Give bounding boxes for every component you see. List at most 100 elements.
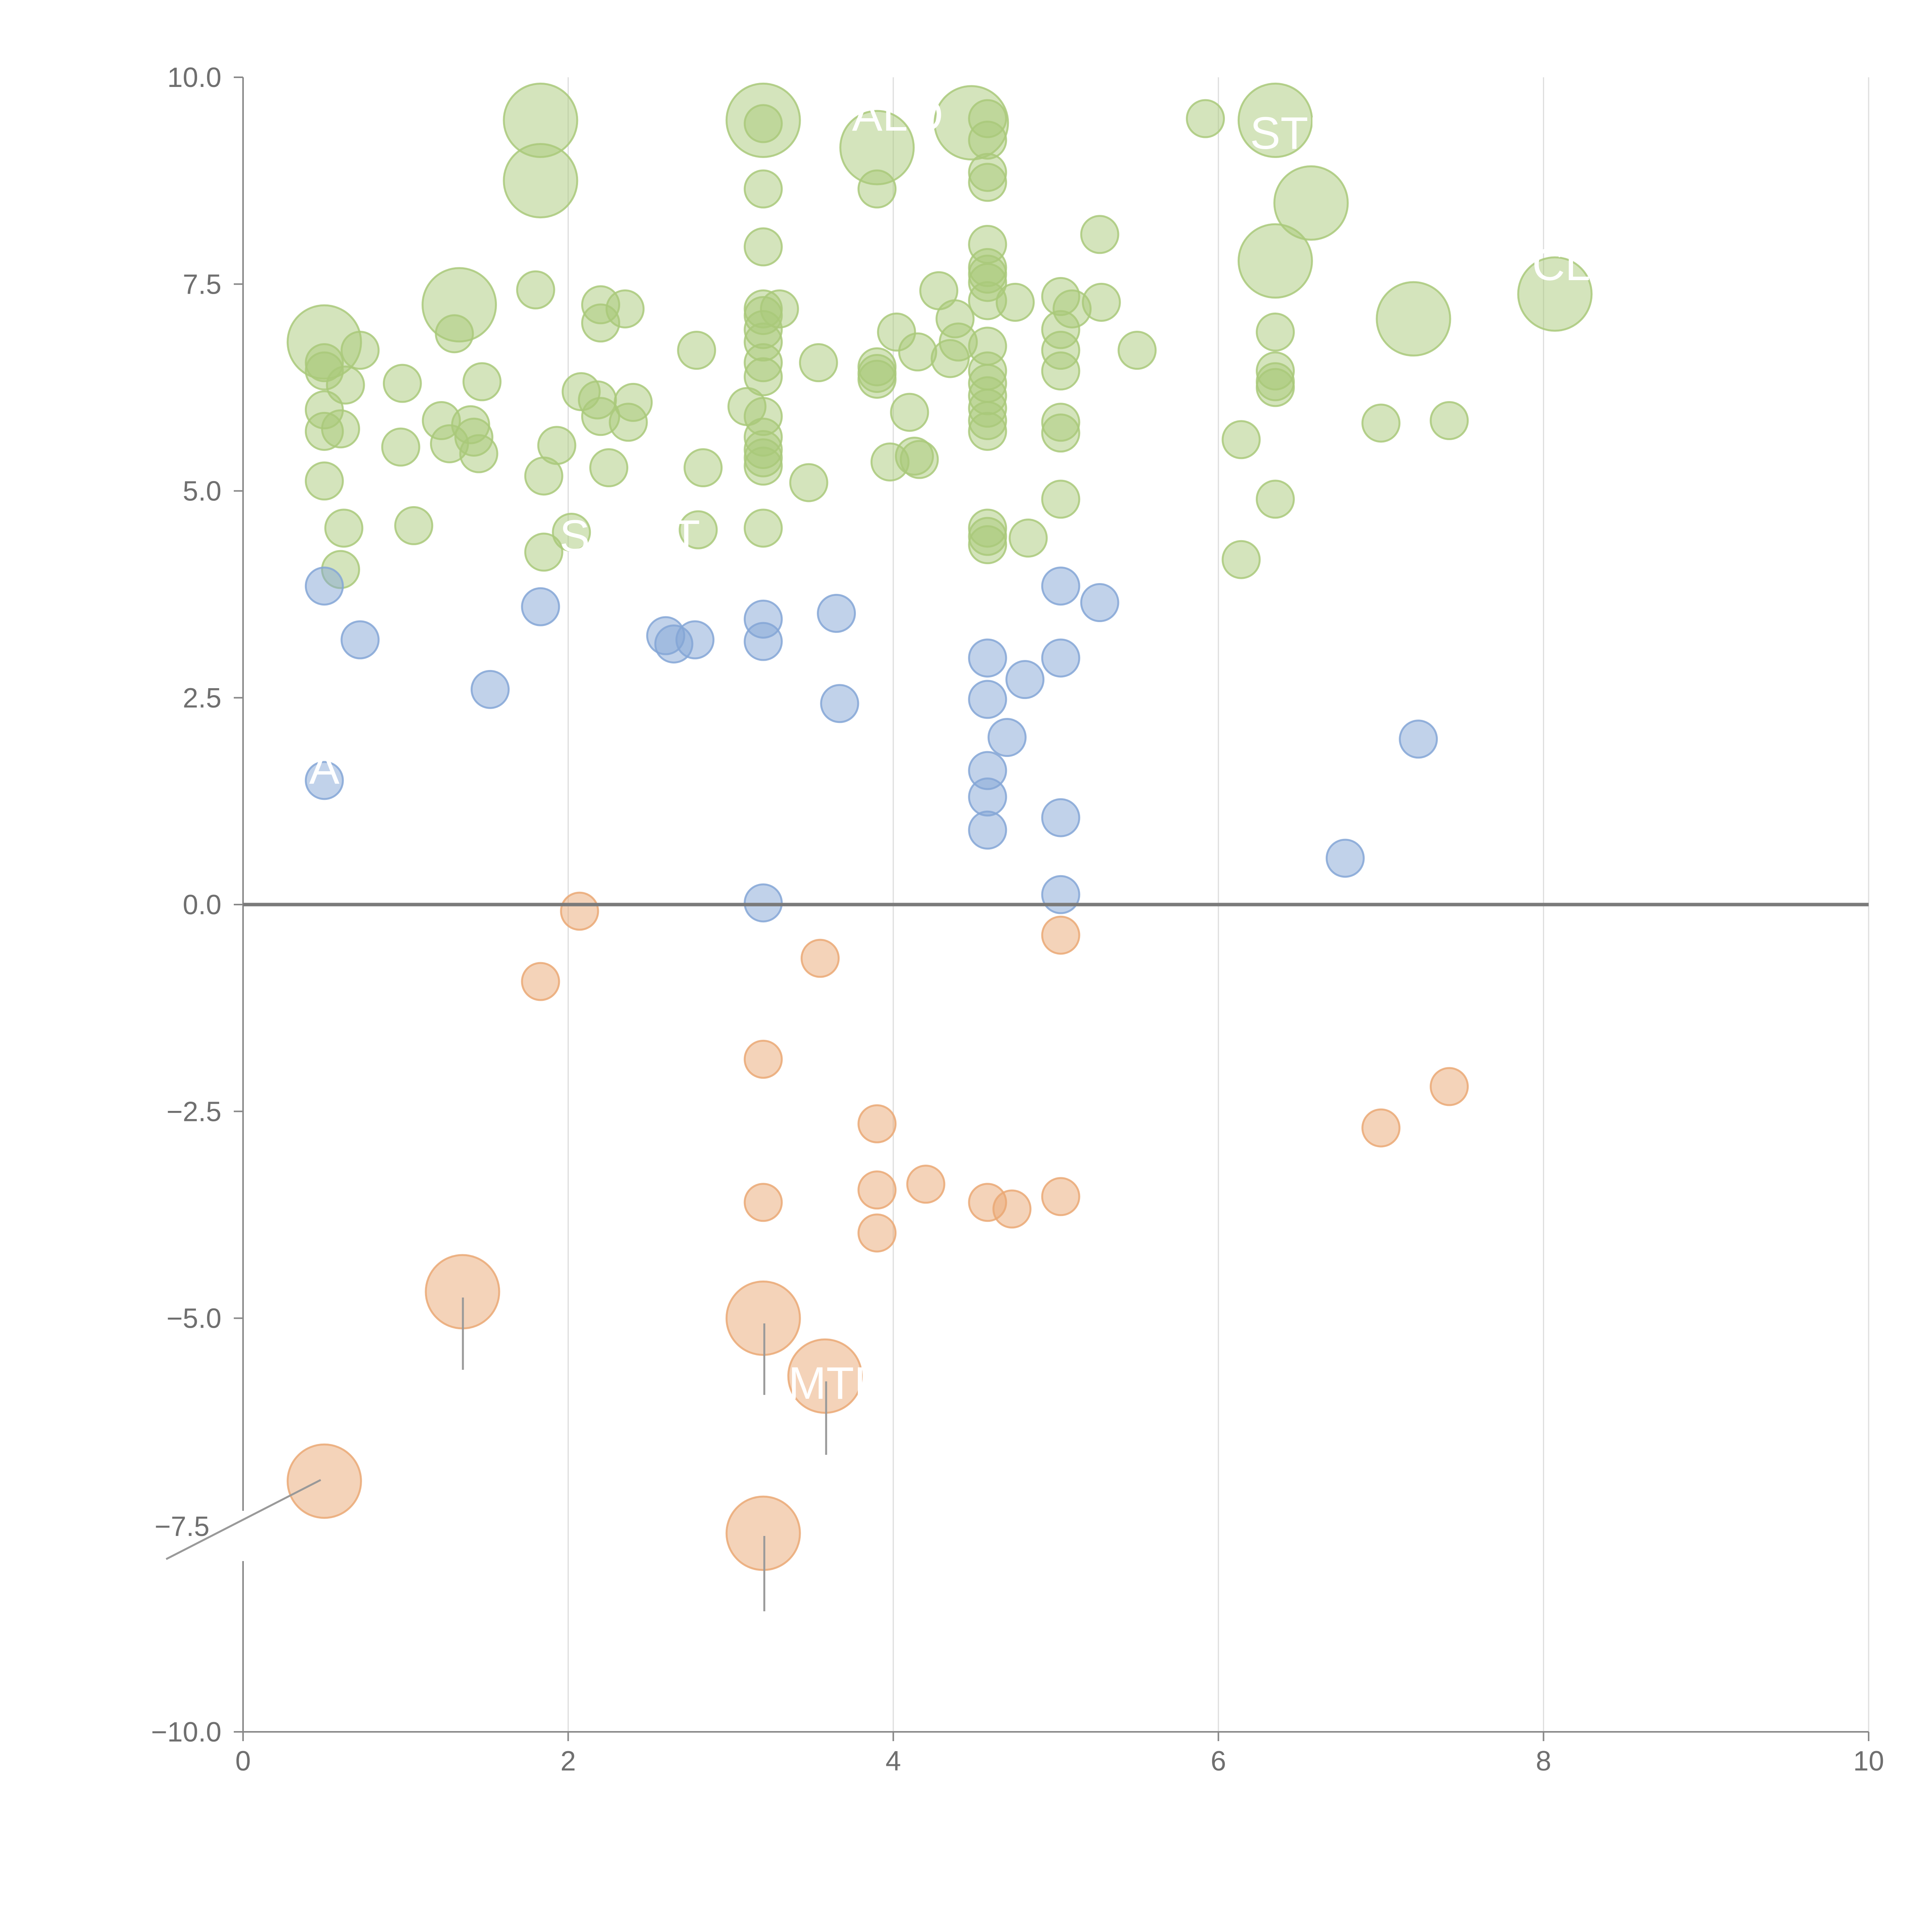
y-tick-label: 5.0	[183, 476, 221, 507]
data-point-high	[1117, 331, 1157, 370]
point-label: −7.5	[155, 1511, 209, 1542]
data-point-low	[992, 1189, 1032, 1229]
x-tick-label: 4	[886, 1746, 901, 1777]
data-point-mid	[968, 777, 1007, 817]
data-point-high	[524, 456, 563, 496]
data-point-high	[1237, 223, 1313, 299]
data-point-high	[462, 362, 502, 401]
data-point-high	[1376, 281, 1451, 357]
data-point-low	[725, 1281, 801, 1356]
data-points	[286, 82, 1593, 1571]
data-point-low	[857, 1213, 897, 1253]
data-point-mid	[1080, 583, 1119, 622]
data-point-mid	[470, 670, 510, 709]
data-point-high	[677, 331, 716, 370]
point-label: T	[672, 511, 700, 562]
data-point-low	[1041, 915, 1080, 955]
point-label: S	[560, 511, 590, 562]
data-point-mid	[987, 718, 1027, 757]
leader-line	[165, 1479, 321, 1560]
data-point-high	[394, 506, 434, 545]
axes	[242, 77, 1869, 1733]
data-point-low	[787, 1338, 863, 1414]
data-point-mid	[304, 566, 344, 606]
data-point-mid	[521, 587, 560, 626]
tick-labels: 0 2 4 6 8 10 −10.0 −5.0 −2.5 0.0 2.5 5.0 7.5 10.0	[151, 62, 1884, 1777]
data-point-mid	[675, 620, 715, 660]
point-labels: ALO STI CL S T A MTL −7.5	[155, 90, 1590, 1542]
data-point-high	[968, 412, 1007, 451]
data-point-high	[381, 427, 420, 467]
data-point-high	[743, 169, 783, 209]
data-point-low	[1041, 1177, 1080, 1216]
data-point-high	[1517, 256, 1593, 332]
data-point-mid	[968, 680, 1007, 719]
data-point-high	[609, 403, 648, 442]
data-point-mid	[304, 761, 344, 800]
data-point-high	[968, 163, 1007, 202]
data-point-high	[890, 393, 929, 432]
y-tick-label: 2.5	[183, 683, 221, 714]
y-tick-label: 7.5	[183, 269, 221, 300]
data-point-high	[679, 510, 718, 549]
data-point-high	[581, 303, 621, 343]
data-point-high	[1273, 165, 1349, 241]
data-point-low	[906, 1165, 946, 1204]
data-point-high	[1041, 480, 1080, 519]
data-point-high	[743, 104, 783, 143]
data-point-high	[1255, 312, 1295, 352]
data-point-mid	[1041, 875, 1080, 914]
data-point-high	[900, 440, 939, 479]
data-point-high	[1255, 480, 1295, 519]
y-tick-label: −10.0	[151, 1717, 221, 1748]
data-point-high	[1221, 420, 1261, 459]
data-point-mid	[968, 638, 1007, 678]
point-label: MTL	[788, 1358, 879, 1409]
data-point-high	[589, 448, 629, 488]
y-tick-label: 0.0	[183, 889, 221, 920]
y-tick-label: −5.0	[167, 1303, 221, 1334]
data-point-high	[1361, 403, 1401, 443]
data-point-mid	[743, 622, 783, 661]
point-label: STI	[1250, 108, 1321, 159]
data-point-high	[760, 289, 799, 328]
data-point-mid	[1041, 798, 1080, 837]
data-point-high	[968, 525, 1007, 565]
data-point-high	[743, 227, 783, 267]
data-point-high	[743, 509, 783, 548]
data-point-high	[1186, 99, 1225, 138]
data-point-high	[743, 446, 783, 486]
data-point-low	[560, 891, 599, 931]
data-point-high	[552, 513, 591, 552]
data-point-high	[1080, 215, 1119, 254]
leader-lines	[165, 1298, 827, 1611]
data-point-low	[286, 1443, 362, 1519]
data-point-high	[324, 509, 364, 548]
x-tick-label: 10	[1853, 1746, 1884, 1777]
data-point-high	[1009, 519, 1048, 558]
data-point-high	[857, 169, 897, 209]
data-point-high	[1041, 351, 1080, 391]
data-point-high	[383, 364, 422, 403]
data-point-mid	[968, 810, 1007, 850]
x-tick-label: 8	[1536, 1746, 1551, 1777]
data-point-high	[857, 359, 897, 399]
data-point-mid	[1005, 660, 1045, 699]
data-point-high	[1255, 368, 1295, 407]
data-point-high	[930, 339, 970, 378]
data-point-low	[725, 1495, 801, 1571]
data-point-low	[800, 939, 840, 978]
data-point-high	[326, 365, 365, 405]
x-tick-label: 6	[1211, 1746, 1226, 1777]
data-point-mid	[817, 594, 856, 633]
data-point-mid	[1325, 838, 1365, 878]
data-point-high	[524, 532, 563, 572]
data-point-high	[1237, 82, 1313, 158]
data-point-mid	[1399, 719, 1438, 759]
x-tick-label: 0	[235, 1746, 251, 1777]
data-point-high	[321, 409, 360, 449]
data-point-high	[1430, 401, 1469, 440]
data-point-high	[435, 314, 474, 354]
data-point-high	[503, 143, 578, 219]
